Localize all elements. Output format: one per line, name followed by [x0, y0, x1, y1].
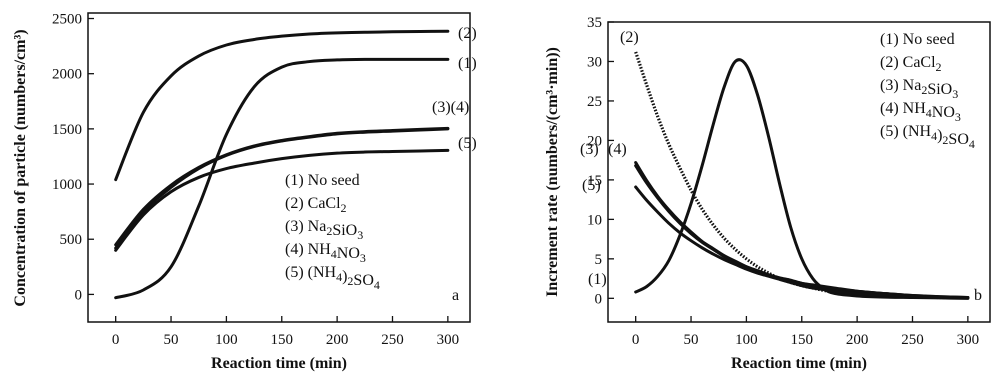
- x-tick-label-a-1: 50: [164, 332, 179, 348]
- curve-label-a-5: (5): [458, 135, 477, 152]
- legend-entry-a-3: (3) Na2SiO3: [285, 218, 363, 242]
- legend-entry-b-4: (4) NH4NO3: [880, 100, 961, 124]
- series-line-b-1: [634, 58, 970, 300]
- plot-frame-b: [607, 21, 991, 323]
- y-tick-label-b-2: 10: [587, 212, 602, 228]
- series-line-a-4: [114, 126, 450, 247]
- series-line-a-5: [114, 148, 450, 252]
- x-tick-label-b-1: 50: [684, 332, 699, 348]
- axis-ticks-a: 0 50 100 150 200 250 300 0 500 1000 1500 2000 2500: [52, 12, 459, 348]
- legend-entry-b-5: (5) (NH4)2SO4: [880, 123, 975, 151]
- curve-label-b-4: (4): [608, 141, 627, 158]
- x-tick-label-b-6: 300: [957, 332, 980, 348]
- x-tick-label-b-3: 150: [791, 332, 814, 348]
- curve-label-a-1: (1): [458, 55, 477, 72]
- series-line-b-2: [634, 51, 968, 300]
- legend-entry-a-2: (2) CaCl2: [285, 195, 347, 215]
- y-tick-label-b-1: 5: [595, 252, 603, 268]
- curve-label-b-2: (2): [620, 29, 639, 46]
- y-tick-label-a-2: 1000: [52, 177, 82, 193]
- y-tick-label-a-0: 0: [75, 287, 83, 303]
- legend-entry-a-4: (4) NH4NO3: [285, 241, 366, 265]
- y-tick-label-a-5: 2500: [52, 12, 82, 28]
- curves-a: [114, 29, 450, 300]
- x-tick-label-a-0: 0: [112, 332, 120, 348]
- y-tick-label-b-5: 25: [587, 94, 602, 110]
- x-tick-label-a-4: 200: [326, 332, 349, 348]
- legend-entry-b-2: (2) CaCl2: [880, 54, 942, 74]
- curve-label-b-1: (1): [588, 271, 607, 288]
- y-tick-label-a-4: 2000: [52, 67, 82, 83]
- x-tick-label-a-2: 100: [215, 332, 238, 348]
- x-tick-label-b-5: 250: [901, 332, 924, 348]
- legend-a: (1) No seed (2) CaCl2 (3) Na2SiO3(4) NH4NO…: [285, 172, 380, 292]
- x-axis-title-b: Reaction time (min): [731, 355, 867, 372]
- curves-b: [634, 51, 970, 300]
- legend-entry-b-1: (1) No seed: [880, 31, 955, 48]
- y-tick-label-b-6: 30: [587, 54, 602, 70]
- x-tick-label-b-2: 100: [735, 332, 758, 348]
- legend-b: (1) No seed (2) CaCl2 (3) Na2SiO3(4) NH4NO…: [880, 31, 975, 151]
- series-line-b-4: [634, 164, 970, 300]
- series-line-a-2: [114, 29, 450, 182]
- x-tick-label-a-3: 150: [271, 332, 294, 348]
- x-tick-label-b-4: 200: [846, 332, 869, 348]
- y-tick-label-b-7: 35: [587, 15, 602, 31]
- y-tick-label-b-0: 0: [595, 291, 603, 307]
- x-axis-title-a: Reaction time (min): [211, 355, 347, 372]
- legend-entry-b-3: (3) Na2SiO3: [880, 77, 958, 101]
- legend-entry-a-1: (1) No seed: [285, 172, 360, 189]
- panel-letter-a: a: [452, 287, 459, 304]
- series-line-a-1: [114, 57, 450, 300]
- legend-entry-a-5: (5) (NH4)2SO4: [285, 264, 380, 292]
- y-tick-label-b-4: 20: [587, 133, 602, 149]
- y-tick-label-b-3: 15: [587, 173, 602, 189]
- series-line-b-5: [634, 185, 970, 300]
- x-tick-label-a-6: 300: [437, 332, 460, 348]
- plot-frame-a: [87, 12, 471, 323]
- chart-panel-b: 0 50 100 150 200 250 300 0 5 10 15 20 25 30 35 Reactio…: [544, 15, 991, 372]
- y-tick-label-a-3: 1500: [52, 122, 82, 138]
- curve-label-a-2: (2): [458, 25, 477, 42]
- curve-label-a-34: (3)(4): [432, 99, 469, 116]
- x-tick-label-a-5: 250: [381, 332, 404, 348]
- chart-panel-a: 0 50 100 150 200 250 300 0 500 1000 1500 2000 2500 R…: [12, 12, 477, 372]
- curve-label-b-5: (5): [582, 177, 601, 194]
- axis-ticks-b: 0 50 100 150 200 250 300 0 5 10 15 20 25 30 35: [587, 15, 979, 348]
- panel-letter-b: b: [974, 287, 982, 304]
- curve-label-b-3: (3): [580, 141, 599, 158]
- y-tick-label-a-1: 500: [60, 232, 83, 248]
- x-tick-label-b-0: 0: [632, 332, 640, 348]
- y-axis-title-b: Increment rate (numbers/(cm³·min)): [544, 47, 561, 297]
- y-axis-title-a: Concentration of particle (numbers/cm³): [12, 29, 29, 306]
